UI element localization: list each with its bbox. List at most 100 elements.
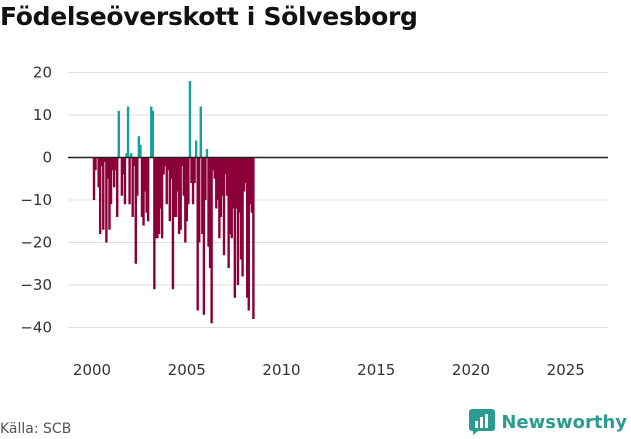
bar-negative [153, 157, 156, 290]
bar-negative [244, 157, 247, 183]
y-tick-label: 20 [33, 64, 52, 82]
bar-negative [191, 157, 195, 205]
bar-negative [136, 157, 139, 196]
bar-negative [232, 157, 235, 209]
bar-negative [225, 157, 229, 196]
bar-negative [221, 157, 224, 196]
bar-positive [151, 110, 155, 158]
brand-name: Newsworthy [501, 411, 627, 433]
bar-negative [181, 157, 184, 166]
bar-negative [215, 157, 218, 209]
source-label: Källa: SCB [0, 421, 72, 437]
bar-negative [159, 157, 162, 209]
bar-negative [222, 157, 226, 256]
bar-negative [146, 157, 150, 222]
bar-negative [156, 157, 159, 239]
bar-negative [177, 157, 181, 234]
bar-negative [116, 157, 119, 217]
bar-negative [182, 157, 185, 196]
bar-negative [103, 157, 107, 162]
chart-title: Födelseöverskott i Sölvesborg [0, 2, 418, 31]
bar-negative [157, 157, 161, 234]
bar-negative [160, 157, 164, 239]
bar-negative [176, 157, 179, 192]
bar-negative [193, 157, 196, 183]
bar-negative [134, 157, 137, 264]
bar-negative [105, 157, 108, 243]
bar-negative [252, 157, 255, 319]
bar-negative [233, 157, 237, 298]
y-tick-label: −20 [20, 234, 52, 252]
bar-negative [106, 157, 110, 179]
bar-negative [242, 157, 246, 192]
x-tick-label: 2010 [262, 361, 300, 379]
bar-negative [128, 157, 131, 205]
bar-negative [202, 157, 206, 315]
bar-negative [235, 157, 238, 209]
bar-negative [241, 157, 244, 277]
bar-negative [219, 157, 223, 217]
bar-negative [247, 157, 250, 311]
bar-positive [150, 106, 153, 158]
bar-positive [117, 110, 120, 158]
bar-negative [208, 157, 212, 268]
bar-negative [143, 157, 147, 192]
newsworthy-logo[interactable]: Newsworthy [469, 409, 627, 435]
bar-negative [162, 157, 165, 175]
bar-positive [199, 106, 202, 158]
bar-negative [184, 157, 187, 243]
bar-negative [142, 157, 145, 226]
bar-positive [137, 136, 141, 158]
x-tick-label: 2015 [357, 361, 395, 379]
bars [92, 81, 255, 324]
bar-negative [163, 157, 167, 166]
bar-negative [249, 157, 252, 205]
bar-negative [174, 157, 178, 217]
x-tick-label: 2005 [168, 361, 206, 379]
bar-negative [98, 157, 102, 234]
bar-positive [205, 149, 209, 158]
bar-negative [224, 157, 227, 175]
bar-negative [204, 157, 207, 200]
x-tick-label: 2020 [452, 361, 490, 379]
bar-negative [111, 157, 114, 171]
bar-negative [145, 157, 148, 213]
bar-negative [131, 157, 134, 217]
bar-negative [167, 157, 170, 171]
bar-negative [216, 157, 220, 200]
bar-negative [120, 157, 124, 196]
bar-negative [173, 157, 176, 217]
bar-negative [218, 157, 221, 239]
bar-negative [196, 157, 199, 311]
y-tick-label: −30 [20, 276, 52, 294]
bar-negative [168, 157, 172, 222]
bar-negative [211, 157, 215, 171]
bar-negative [109, 157, 113, 205]
bar-negative [165, 157, 168, 205]
bar-negative [201, 157, 204, 234]
y-axis-ticks: 20 10 0 −10 −20 −30 −40 [20, 64, 52, 337]
bar-negative [207, 157, 210, 247]
x-tick-label: 2025 [547, 361, 585, 379]
bar-negative [123, 157, 127, 205]
bar-negative [108, 157, 111, 230]
bar-positive [194, 140, 198, 158]
bar-negative [170, 157, 173, 179]
bar-positive [125, 153, 128, 158]
bar-negative [246, 157, 249, 298]
bar-positive [126, 106, 130, 158]
bar-negative [250, 157, 254, 213]
bar-negative [133, 157, 136, 166]
bar-positive [188, 81, 192, 158]
bar-negative [92, 157, 96, 200]
bar-negative [100, 157, 103, 166]
bar-negative [179, 157, 182, 230]
bar-negative [210, 157, 213, 324]
bar-negative [230, 157, 233, 239]
bar-negative [227, 157, 230, 268]
x-axis-ticks: 2000 2005 2010 2015 2020 2025 [73, 361, 585, 379]
bar-negative [114, 157, 117, 171]
y-tick-label: 10 [33, 106, 52, 124]
bar-negative [185, 157, 189, 222]
